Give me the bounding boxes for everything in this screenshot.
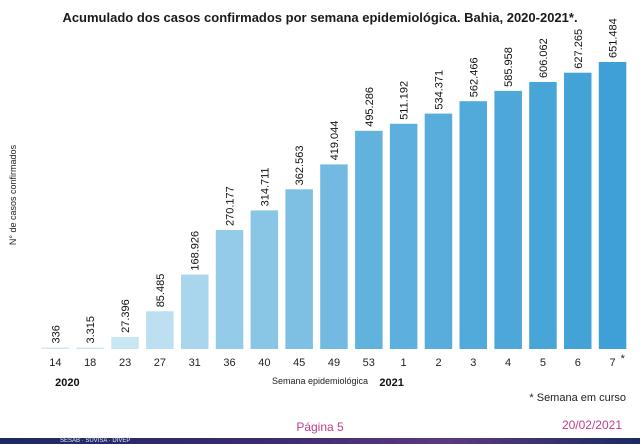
value-label-11: 534.371 <box>434 70 446 110</box>
value-label-0: 336 <box>50 325 62 343</box>
page-number: Página 5 <box>296 420 344 434</box>
current-week-asterisk: * <box>621 353 626 365</box>
value-label-9: 495.286 <box>364 87 376 127</box>
year-label-2021: 2021 <box>379 377 403 389</box>
x-tick-label-10: 1 <box>401 357 407 369</box>
value-label-4: 168.926 <box>190 231 202 271</box>
year-label-2020: 2020 <box>55 377 79 389</box>
bar-week-40-6 <box>250 210 279 349</box>
x-tick-label-12: 3 <box>470 357 476 369</box>
bar-week-23-2 <box>111 336 139 349</box>
value-label-5: 270.177 <box>225 186 237 226</box>
value-label-15: 627.265 <box>573 29 585 69</box>
footer-banner <box>0 438 640 444</box>
chart-title: Acumulado dos casos confirmados por sema… <box>62 10 578 25</box>
value-label-3: 85.485 <box>155 274 167 308</box>
footer-date: 20/02/2021 <box>561 418 622 432</box>
x-axis-label: Semana epidemiológica <box>272 376 368 386</box>
bar-week-53-9 <box>355 130 383 349</box>
bar-week-5-14 <box>529 82 557 349</box>
bar-week-49-8 <box>320 164 348 349</box>
x-tick-label-3: 27 <box>154 357 166 369</box>
x-tick-label-7: 45 <box>293 357 305 369</box>
x-tick-label-6: 40 <box>258 357 270 369</box>
bar-week-3-12 <box>459 101 487 349</box>
x-tick-label-14: 5 <box>540 357 546 369</box>
x-tick-label-1: 18 <box>84 357 96 369</box>
value-label-16: 651.484 <box>608 18 620 58</box>
bar-week-31-4 <box>181 274 209 349</box>
footer-logo: SESAB · SUVISA · DIVEP <box>60 438 131 444</box>
value-label-14: 606.062 <box>538 38 550 78</box>
x-tick-label-0: 14 <box>49 357 61 369</box>
x-tick-label-9: 53 <box>363 357 375 369</box>
value-label-13: 585.958 <box>503 47 515 87</box>
bar-week-45-7 <box>285 189 313 349</box>
x-tick-label-2: 23 <box>119 357 131 369</box>
value-label-6: 314.711 <box>259 167 271 206</box>
bar-week-27-3 <box>146 311 174 349</box>
bar-week-6-15 <box>564 72 592 349</box>
bar-week-1-10 <box>389 123 418 349</box>
bar-week-36-5 <box>215 230 244 349</box>
value-label-8: 419.044 <box>329 121 341 161</box>
x-tick-label-13: 4 <box>505 357 511 369</box>
value-label-1: 3.315 <box>85 316 97 344</box>
x-tick-label-15: 6 <box>575 357 581 369</box>
bar-week-2-11 <box>424 113 453 349</box>
y-axis-label: N° de casos confirmados <box>8 144 18 245</box>
x-tick-label-11: 2 <box>435 357 441 369</box>
note-current-week: * Semana em curso <box>529 392 626 404</box>
x-tick-label-4: 31 <box>189 357 201 369</box>
x-tick-label-16: 7 <box>610 357 616 369</box>
bar-week-14-0 <box>41 347 70 349</box>
x-tick-label-8: 49 <box>328 357 340 369</box>
bar-week-7-16 <box>598 62 627 349</box>
value-label-7: 362.563 <box>294 146 306 186</box>
bar-week-4-13 <box>494 90 522 350</box>
bar-week-18-1 <box>76 347 104 349</box>
value-label-12: 562.466 <box>468 57 480 97</box>
x-tick-label-5: 36 <box>223 357 235 369</box>
value-label-2: 27.396 <box>120 299 132 333</box>
value-label-10: 511.192 <box>399 81 411 120</box>
